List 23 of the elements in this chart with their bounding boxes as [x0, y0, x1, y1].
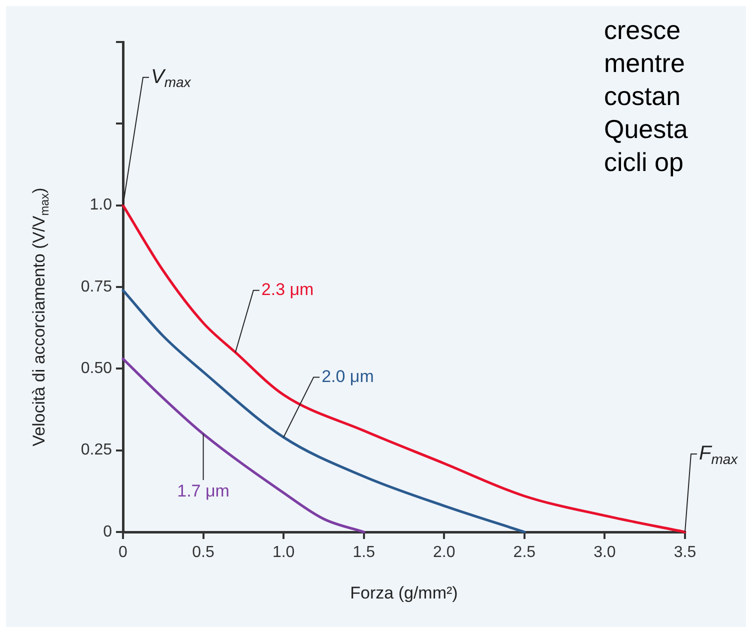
x-tick-label: 3.0 — [594, 544, 616, 562]
series-label: 1.7 μm — [177, 482, 230, 501]
text: 2.3 μm — [261, 280, 314, 300]
y-tick-label: 1.0 — [90, 196, 112, 214]
x-axis-title: Forza (g/mm²) — [350, 584, 458, 603]
annotation: Questa — [604, 113, 688, 146]
y-tick-label: 0.75 — [80, 278, 112, 296]
x-tick-label: 2.5 — [513, 544, 536, 562]
annotation: costan — [604, 80, 682, 113]
y-tick-label: 0.50 — [80, 360, 112, 378]
annotation: cicli op — [604, 146, 684, 179]
y-tick-label: 0.25 — [80, 442, 112, 459]
x-tick-label: 2.0 — [433, 544, 456, 562]
x-tick-label: 3.5 — [674, 544, 696, 562]
x-tick-label: 1.0 — [272, 544, 295, 562]
y-axis-title: Velocità di accorciamento (V/Vmax) — [30, 188, 52, 446]
x-tick-label: 0 — [118, 544, 128, 562]
annotation: mentre — [604, 47, 686, 80]
x-tick-label: 0.5 — [192, 544, 215, 562]
x-tick-label: 1.5 — [352, 544, 376, 562]
text: 2.0 μm — [322, 366, 374, 386]
annotation: cresce — [604, 14, 682, 47]
y-tick-label: 0 — [103, 523, 112, 540]
